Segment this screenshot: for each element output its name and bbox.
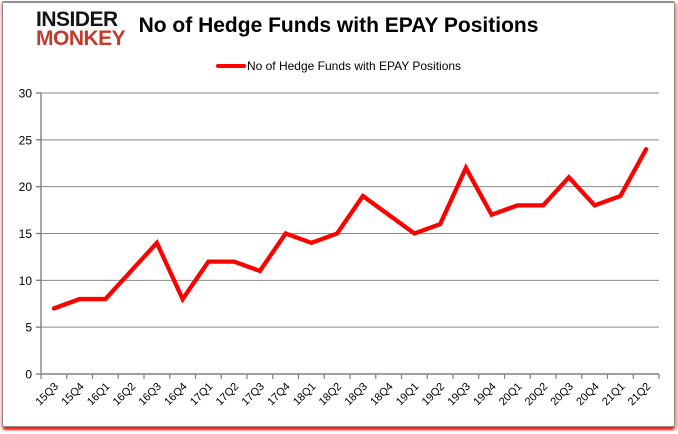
y-axis-label: 30 <box>19 87 33 101</box>
x-axis-label: 16Q2 <box>111 381 139 409</box>
x-axis-label: 20Q3 <box>548 381 576 409</box>
x-axis-label: 21Q1 <box>600 381 628 409</box>
x-axis-label: 19Q1 <box>394 381 422 409</box>
x-axis-label: 15Q4 <box>59 381 87 409</box>
x-axis-label: 18Q2 <box>317 381 345 409</box>
x-axis-label: 16Q1 <box>85 381 113 409</box>
x-axis-label: 16Q4 <box>162 381 190 409</box>
y-axis-label: 0 <box>25 368 32 382</box>
x-axis-label: 20Q1 <box>497 381 525 409</box>
logo-text-monkey: MONKEY <box>36 27 126 51</box>
x-axis-label: 20Q2 <box>523 381 551 409</box>
x-axis-label: 16Q3 <box>136 381 164 409</box>
x-axis-label: 17Q2 <box>214 381 242 409</box>
y-axis-label: 25 <box>19 133 33 147</box>
x-axis-label: 19Q3 <box>445 381 473 409</box>
x-axis-label: 18Q1 <box>291 381 319 409</box>
legend: No of Hedge Funds with EPAY Positions <box>3 59 674 73</box>
legend-line-swatch <box>215 64 246 68</box>
x-axis-label: 18Q3 <box>342 381 370 409</box>
x-axis-label: 20Q4 <box>574 381 602 409</box>
x-axis-label: 19Q2 <box>420 381 448 409</box>
x-axis-label: 21Q2 <box>626 381 654 409</box>
x-axis-label: 17Q4 <box>265 381 293 409</box>
x-axis-label: 19Q4 <box>471 381 499 409</box>
x-axis-label: 17Q3 <box>239 381 267 409</box>
line-chart: 0 5 10 15 20 25 30 15Q315Q416Q116Q216Q316Q417Q1… <box>19 87 660 409</box>
chart-card: 0 5 10 15 20 25 30 15Q3 15Q4 16Q1 16Q2 16Q3 16Q4 17Q1… <box>2 1 675 427</box>
series-line <box>51 147 649 311</box>
insider-monkey-logo: INSIDER MONKEY <box>36 8 126 51</box>
chart-title: No of Hedge Funds with EPAY Positions <box>138 14 539 37</box>
logo-text-insider: INSIDER <box>36 8 118 31</box>
y-axis-label: 20 <box>19 180 33 194</box>
legend-label: No of Hedge Funds with EPAY Positions <box>246 59 462 73</box>
y-axis-label: 15 <box>19 227 33 241</box>
x-axis-label: 18Q4 <box>368 381 396 409</box>
x-axis-label: 17Q1 <box>188 381 216 409</box>
y-axis-label: 10 <box>19 274 33 288</box>
x-axis-label: 15Q3 <box>33 381 61 409</box>
y-axis-label: 5 <box>25 321 32 335</box>
